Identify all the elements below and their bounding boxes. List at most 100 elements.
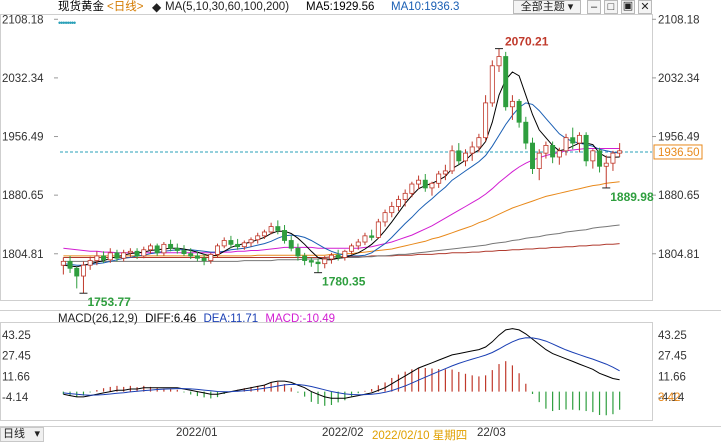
candle-body	[141, 249, 147, 257]
chart-header: 现货黄金 <日线> ◆ MA(5,10,30,60,100,200) MA5:1…	[0, 0, 721, 15]
macd-last-hist-label: 3.42	[658, 392, 680, 404]
period-label[interactable]: <日线>	[107, 1, 144, 13]
candle-body	[315, 261, 321, 265]
candle-body	[375, 221, 381, 238]
minimize-button[interactable]: –	[587, 0, 601, 14]
macd-dea: DEA:11.71	[203, 313, 259, 325]
candle-body	[496, 56, 502, 67]
candle-body	[583, 134, 589, 162]
y-tick-label-left: 1804.81	[2, 249, 44, 261]
candlestick-series	[60, 48, 623, 294]
annotation-label: 1780.35	[322, 275, 366, 289]
y-tick-label-left: 2032.34	[2, 73, 44, 85]
price-annotations: 2070.21 1889.98 1753.77 1780.35	[79, 35, 654, 309]
annotation-label: 2070.21	[505, 35, 549, 49]
ma5-line	[63, 71, 620, 268]
candle-body	[235, 243, 241, 248]
current-price-tag	[653, 144, 703, 160]
macd-panel	[62, 328, 621, 416]
candle-body	[563, 137, 569, 152]
candle-body	[67, 260, 73, 269]
close-button[interactable]: ✕	[638, 0, 652, 14]
annotation-label: 1753.77	[87, 295, 131, 309]
ma-settings-icon[interactable]: ◆	[152, 0, 162, 14]
candle-body	[436, 173, 442, 184]
candle-body	[335, 254, 341, 258]
ma-label: MA(5,10,30,60,100,200)	[165, 1, 290, 13]
candle-body	[208, 253, 214, 261]
candle-body	[87, 260, 93, 266]
candle-body	[60, 260, 66, 266]
y-tick-label-right: 1880.65	[658, 190, 700, 202]
period-selector[interactable]: 日线 ▾	[0, 427, 44, 442]
candle-body	[295, 247, 301, 257]
candle-body	[302, 255, 308, 261]
macd-tick-label-right: 11.66	[658, 371, 686, 383]
restore-button[interactable]: □	[604, 0, 618, 14]
candle-body	[449, 150, 455, 172]
macd-tick-label-right: -4.14	[658, 392, 685, 404]
candle-body	[409, 183, 415, 194]
annotation-label: 1889.98	[610, 190, 654, 204]
candle-body	[382, 212, 388, 223]
macd-panel-frame	[0, 322, 653, 421]
theme-dropdown[interactable]: 全部主题 ▾	[513, 0, 581, 14]
y-tick-label-right: 2032.34	[658, 73, 700, 85]
candle-body	[74, 267, 80, 277]
y-tick-label-right: 1956.49	[658, 132, 700, 144]
chevron-down-icon: ▾	[567, 1, 574, 13]
ma200-line	[63, 243, 620, 258]
x-tick-label-feb: 2022/02	[322, 427, 364, 439]
candle-body	[282, 230, 288, 241]
candle-body	[194, 255, 200, 259]
cursor-date: 2022/02/10 星期四	[372, 430, 468, 442]
candle-body	[355, 241, 361, 247]
grid-layer	[0, 14, 721, 427]
candle-body	[288, 240, 294, 249]
candle-body	[536, 152, 542, 169]
candle-body	[476, 137, 482, 148]
period-selector-label: 日线	[3, 428, 25, 440]
y-tick-label-right: 2108.18	[658, 14, 700, 26]
candle-body	[241, 242, 247, 248]
maximize-button[interactable]: ▣	[621, 0, 635, 14]
candle-body	[610, 152, 616, 164]
candle-body	[550, 145, 556, 158]
ma10-line	[63, 102, 620, 266]
candle-body	[509, 100, 515, 108]
candle-body	[121, 252, 127, 259]
y-tick-label-left: 1956.49	[2, 132, 44, 144]
x-tick-label-jan: 2022/01	[176, 427, 218, 439]
candle-body	[349, 245, 355, 252]
candle-body	[530, 142, 535, 169]
candle-body	[617, 150, 623, 154]
candle-body	[597, 150, 603, 167]
candle-body	[369, 235, 375, 238]
x-tick-label-mar: 22/03	[477, 427, 506, 439]
candle-body	[328, 254, 334, 260]
candle-body	[215, 245, 220, 255]
candle-body	[469, 146, 475, 154]
candle-body	[556, 150, 562, 158]
candle-body	[416, 179, 422, 185]
y-tick-label-left: 1880.65	[2, 190, 44, 202]
candle-body	[181, 250, 187, 255]
candle-body	[463, 152, 468, 162]
candle-body	[201, 257, 207, 261]
moving-average-lines	[63, 71, 620, 268]
candle-body	[322, 258, 328, 265]
candle-body	[308, 260, 314, 263]
current-price-label: 1936.50	[658, 147, 700, 159]
candle-body	[442, 170, 448, 175]
candle-body	[228, 240, 234, 245]
candle-body	[154, 245, 160, 254]
macd-label: MACD(26,12,9)	[58, 313, 138, 325]
candle-body	[503, 56, 509, 108]
candle-body	[576, 134, 582, 144]
candle-body	[523, 121, 529, 144]
y-tick-label-right: 1804.81	[658, 249, 700, 261]
macd-header: MACD(26,12,9) DIFF:6.46 DEA:11.71 MACD:-…	[58, 313, 339, 325]
candle-body	[342, 250, 348, 258]
candle-body	[127, 250, 133, 254]
